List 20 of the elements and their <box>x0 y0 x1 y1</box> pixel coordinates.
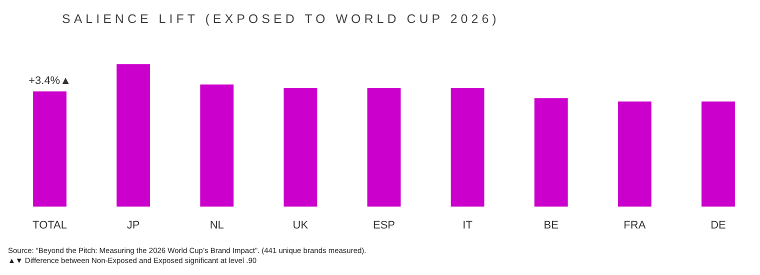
x-tick-label: FRA <box>624 219 646 232</box>
x-tick-label: UK <box>292 219 309 232</box>
data-label: +3.4%▲ <box>28 74 71 87</box>
bar <box>450 88 484 207</box>
x-tick-label: TOTAL <box>32 219 67 232</box>
bar <box>367 88 401 207</box>
bar <box>284 88 318 207</box>
bar <box>33 91 66 207</box>
x-tick-label: NL <box>210 219 224 232</box>
x-tick-label: IT <box>462 219 473 232</box>
x-tick-label: DE <box>710 219 726 232</box>
bar <box>116 64 150 207</box>
chart-title: SALIENCE LIFT (EXPOSED TO WORLD CUP 2026) <box>61 11 501 28</box>
x-tick-label: ESP <box>372 219 396 232</box>
x-tick-label: JP <box>126 219 140 232</box>
bar <box>702 102 735 207</box>
bar <box>534 98 568 207</box>
x-tick-label: BE <box>544 219 558 232</box>
bar <box>200 84 234 207</box>
bar <box>618 102 652 207</box>
